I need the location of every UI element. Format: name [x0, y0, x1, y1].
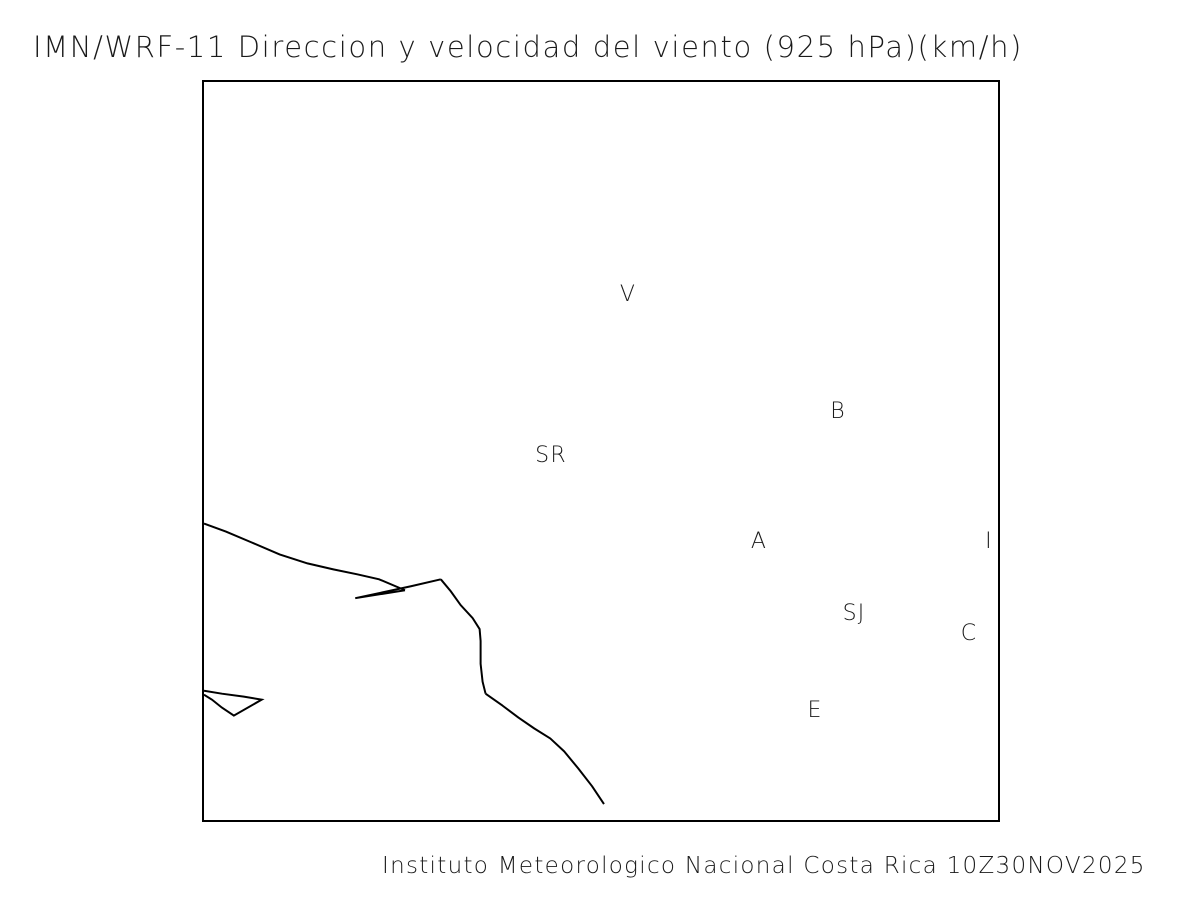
station-label-V: V	[619, 282, 637, 307]
station-label-B: B	[830, 399, 846, 424]
station-label-C: C	[960, 621, 978, 646]
station-label-I: I	[985, 529, 993, 554]
coastline-bay-notch	[355, 578, 442, 600]
coastline-svg	[204, 522, 605, 805]
station-label-SJ: SJ	[842, 601, 866, 626]
station-label-E: E	[807, 698, 823, 723]
footer-credit: Instituto Meteorologico Nacional Costa R…	[382, 853, 1146, 879]
coastline-south-curve	[485, 692, 605, 805]
map-frame	[202, 80, 1000, 822]
coastline-north-arc	[204, 522, 406, 592]
station-label-SR: SR	[535, 443, 567, 468]
coastline-peninsula	[204, 689, 265, 717]
station-label-A: A	[750, 529, 768, 554]
coastline-mid-descent	[440, 578, 487, 694]
page-title: IMN/WRF-11 Direccion y velocidad del vie…	[33, 30, 1023, 64]
coastline-group	[204, 522, 605, 805]
